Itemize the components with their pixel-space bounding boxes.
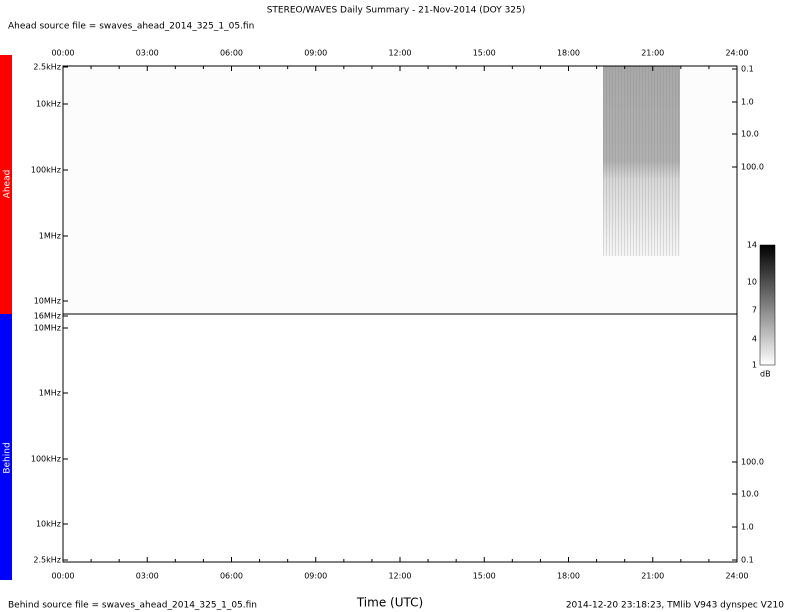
right-tick-label: 100.0 xyxy=(741,163,764,172)
ahead-label: Ahead xyxy=(3,170,13,199)
time-tick-label: 00:00 xyxy=(51,49,74,58)
colorbar-unit: dB xyxy=(760,370,771,379)
freq-tick-label: 2.5kHz xyxy=(33,556,61,565)
colorbar-tick-label: 14 xyxy=(747,241,757,250)
ahead-source: Ahead source file = swaves_ahead_2014_32… xyxy=(8,22,254,32)
right-tick-label: 1.0 xyxy=(741,523,754,532)
time-tick-label: 15:00 xyxy=(473,49,496,58)
right-tick-label: 10.0 xyxy=(741,130,759,139)
right-tick-label: 10.0 xyxy=(741,490,759,499)
axis-label: Time (UTC) xyxy=(356,596,423,610)
colorbar-tick-label: 10 xyxy=(747,278,757,287)
freq-tick-label: 2.5kHz xyxy=(33,63,61,72)
time-tick-label: 21:00 xyxy=(641,572,664,581)
time-tick-label: 18:00 xyxy=(557,49,580,58)
time-tick-label: 03:00 xyxy=(136,49,159,58)
colorbar-tick-label: 7 xyxy=(752,306,757,315)
time-tick-label: 24:00 xyxy=(725,572,748,581)
right-tick-label: 0.1 xyxy=(741,556,754,565)
colorbar-tick-label: 1 xyxy=(752,361,757,370)
freq-tick-label: 10MHz xyxy=(34,297,61,306)
time-tick-label: 00:00 xyxy=(51,572,74,581)
right-tick-label: 100.0 xyxy=(741,458,764,467)
freq-tick-label: 10kHz xyxy=(36,100,61,109)
freq-tick-label: 10MHz xyxy=(34,324,61,333)
right-tick-label: 0.1 xyxy=(741,65,754,74)
time-tick-label: 09:00 xyxy=(304,49,327,58)
freq-tick-label: 16MHz xyxy=(34,312,61,321)
freq-tick-label: 10kHz xyxy=(36,520,61,529)
freq-tick-label: 1MHz xyxy=(39,232,61,241)
right-tick-label: 1.0 xyxy=(741,98,754,107)
behind-label: Behind xyxy=(3,442,13,473)
colorbar-tick-label: 4 xyxy=(752,335,757,344)
time-tick-label: 18:00 xyxy=(557,572,580,581)
freq-tick-label: 100kHz xyxy=(31,166,61,175)
stamp: 2014-12-20 23:18:23, TMlib V943 dynspec … xyxy=(566,601,784,611)
time-tick-label: 06:00 xyxy=(220,572,243,581)
time-tick-label: 24:00 xyxy=(725,49,748,58)
time-tick-label: 06:00 xyxy=(220,49,243,58)
freq-tick-label: 100kHz xyxy=(31,455,61,464)
freq-tick-label: 1MHz xyxy=(39,389,61,398)
colorbar xyxy=(759,244,776,366)
time-tick-label: 12:00 xyxy=(388,572,411,581)
time-tick-label: 03:00 xyxy=(136,572,159,581)
title: STEREO/WAVES Daily Summary - 21-Nov-2014… xyxy=(267,6,526,16)
burst-texture xyxy=(603,66,680,256)
behind-source: Behind source file = swaves_ahead_2014_3… xyxy=(8,601,257,611)
time-tick-label: 12:00 xyxy=(388,49,411,58)
time-tick-label: 21:00 xyxy=(641,49,664,58)
time-tick-label: 09:00 xyxy=(304,572,327,581)
behind-bar xyxy=(0,314,12,580)
ahead-bar xyxy=(0,55,12,314)
time-tick-label: 15:00 xyxy=(473,572,496,581)
